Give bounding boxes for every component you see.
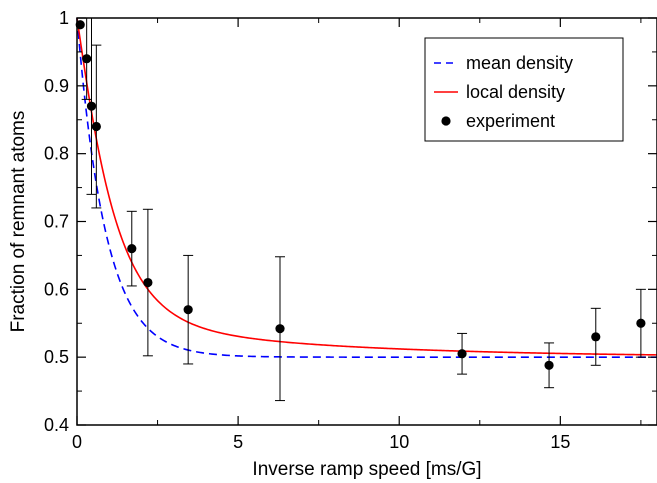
y-tick-label: 0.5 xyxy=(44,347,69,367)
curve-local-density xyxy=(76,17,657,356)
y-tick-label: 1 xyxy=(59,8,69,28)
legend-box xyxy=(424,37,624,142)
x-tick-label: 0 xyxy=(72,432,82,452)
y-tick-label: 0.7 xyxy=(44,212,69,232)
data-point xyxy=(127,244,137,254)
data-point xyxy=(91,121,101,132)
curve-mean-density xyxy=(76,17,657,358)
legend-label-mean-density: mean density xyxy=(466,53,573,73)
data-point xyxy=(591,332,601,342)
x-tick-label: 5 xyxy=(233,432,243,452)
x-tick-label: 15 xyxy=(550,432,570,452)
curves-layer xyxy=(76,17,657,358)
y-tick-label: 0.4 xyxy=(44,415,69,435)
data-point xyxy=(544,360,554,370)
data-point xyxy=(636,318,646,328)
data-point xyxy=(143,277,153,288)
x-tick-label: 10 xyxy=(389,432,409,452)
data-point xyxy=(86,101,97,111)
data-point xyxy=(183,305,193,315)
y-tick-label: 0.9 xyxy=(44,76,69,96)
data-points-layer xyxy=(75,20,646,370)
data-point xyxy=(457,349,467,359)
x-ticks: 0 5 10 15 xyxy=(72,18,642,452)
x-axis-label: Inverse ramp speed [ms/G] xyxy=(252,459,481,480)
legend-label-experiment: experiment xyxy=(466,111,555,131)
legend-label-local-density: local density xyxy=(466,82,565,102)
y-ticks: 0.4 0.5 0.6 0.7 0.8 0.9 1 xyxy=(44,8,657,435)
legend: mean density local density experiment xyxy=(424,37,624,142)
y-axis-label: Fraction of remnant atoms xyxy=(8,111,29,333)
y-tick-label: 0.8 xyxy=(44,144,69,164)
y-tick-label: 0.6 xyxy=(44,279,69,299)
data-point xyxy=(82,54,92,64)
legend-swatch-experiment xyxy=(441,116,451,126)
data-point xyxy=(275,324,285,334)
data-point xyxy=(75,20,85,30)
